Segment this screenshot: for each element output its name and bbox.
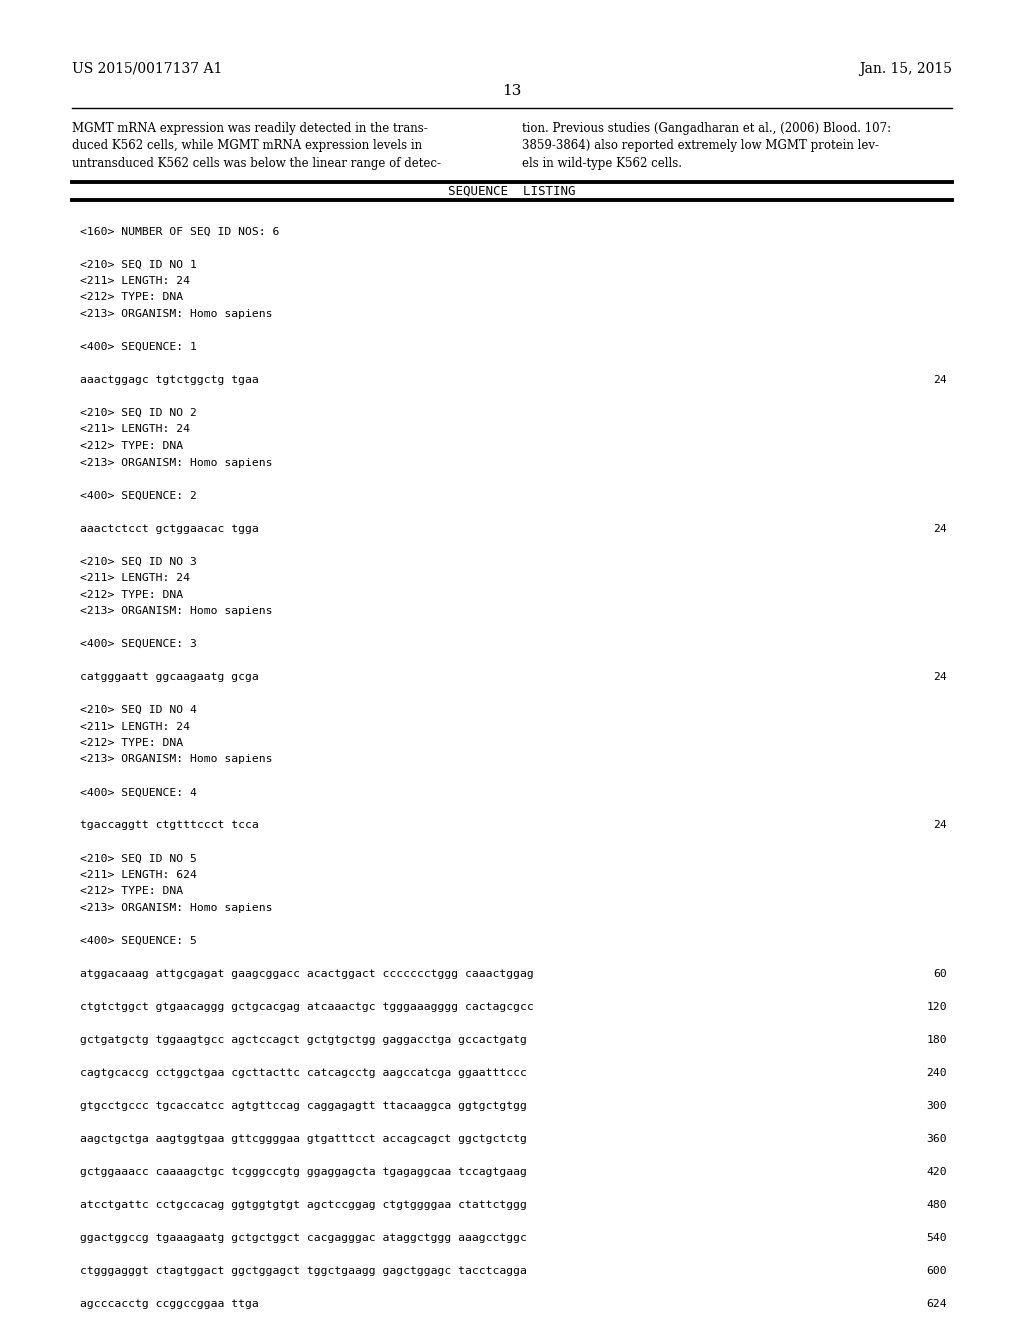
Text: tgaccaggtt ctgtttccct tcca: tgaccaggtt ctgtttccct tcca bbox=[80, 821, 259, 830]
Text: 3859-3864) also reported extremely low MGMT protein lev-: 3859-3864) also reported extremely low M… bbox=[522, 140, 879, 153]
Text: <212> TYPE: DNA: <212> TYPE: DNA bbox=[80, 293, 183, 302]
Text: duced K562 cells, while MGMT mRNA expression levels in: duced K562 cells, while MGMT mRNA expres… bbox=[72, 140, 422, 153]
Text: gctggaaacc caaaagctgc tcgggccgtg ggaggagcta tgagaggcaa tccagtgaag: gctggaaacc caaaagctgc tcgggccgtg ggaggag… bbox=[80, 1167, 527, 1177]
Text: <211> LENGTH: 24: <211> LENGTH: 24 bbox=[80, 425, 190, 434]
Text: <213> ORGANISM: Homo sapiens: <213> ORGANISM: Homo sapiens bbox=[80, 606, 272, 616]
Text: <400> SEQUENCE: 1: <400> SEQUENCE: 1 bbox=[80, 342, 197, 352]
Text: 180: 180 bbox=[927, 1035, 947, 1045]
Text: <210> SEQ ID NO 5: <210> SEQ ID NO 5 bbox=[80, 854, 197, 863]
Text: tion. Previous studies (Gangadharan et al., (2006) Blood. 107:: tion. Previous studies (Gangadharan et a… bbox=[522, 121, 891, 135]
Text: atcctgattc cctgccacag ggtggtgtgt agctccggag ctgtggggaa ctattctggg: atcctgattc cctgccacag ggtggtgtgt agctccg… bbox=[80, 1200, 527, 1210]
Text: 24: 24 bbox=[933, 524, 947, 533]
Text: catgggaatt ggcaagaatg gcga: catgggaatt ggcaagaatg gcga bbox=[80, 672, 259, 682]
Text: <400> SEQUENCE: 4: <400> SEQUENCE: 4 bbox=[80, 788, 197, 797]
Text: SEQUENCE  LISTING: SEQUENCE LISTING bbox=[449, 185, 575, 198]
Text: <211> LENGTH: 24: <211> LENGTH: 24 bbox=[80, 573, 190, 583]
Text: MGMT mRNA expression was readily detected in the trans-: MGMT mRNA expression was readily detecte… bbox=[72, 121, 428, 135]
Text: ctgtctggct gtgaacaggg gctgcacgag atcaaactgc tgggaaagggg cactagcgcc: ctgtctggct gtgaacaggg gctgcacgag atcaaac… bbox=[80, 1002, 534, 1012]
Text: <212> TYPE: DNA: <212> TYPE: DNA bbox=[80, 590, 183, 599]
Text: <210> SEQ ID NO 4: <210> SEQ ID NO 4 bbox=[80, 705, 197, 715]
Text: 480: 480 bbox=[927, 1200, 947, 1210]
Text: agcccacctg ccggccggaa ttga: agcccacctg ccggccggaa ttga bbox=[80, 1299, 259, 1309]
Text: ctgggagggt ctagtggact ggctggagct tggctgaagg gagctggagc tacctcagga: ctgggagggt ctagtggact ggctggagct tggctga… bbox=[80, 1266, 527, 1276]
Text: US 2015/0017137 A1: US 2015/0017137 A1 bbox=[72, 62, 222, 77]
Text: aaactctcct gctggaacac tgga: aaactctcct gctggaacac tgga bbox=[80, 524, 259, 533]
Text: <213> ORGANISM: Homo sapiens: <213> ORGANISM: Homo sapiens bbox=[80, 903, 272, 913]
Text: <213> ORGANISM: Homo sapiens: <213> ORGANISM: Homo sapiens bbox=[80, 309, 272, 319]
Text: 300: 300 bbox=[927, 1101, 947, 1111]
Text: aaactggagc tgtctggctg tgaa: aaactggagc tgtctggctg tgaa bbox=[80, 375, 259, 385]
Text: <210> SEQ ID NO 2: <210> SEQ ID NO 2 bbox=[80, 408, 197, 418]
Text: <211> LENGTH: 24: <211> LENGTH: 24 bbox=[80, 722, 190, 731]
Text: 120: 120 bbox=[927, 1002, 947, 1012]
Text: aagctgctga aagtggtgaa gttcggggaa gtgatttcct accagcagct ggctgctctg: aagctgctga aagtggtgaa gttcggggaa gtgattt… bbox=[80, 1134, 527, 1144]
Text: 24: 24 bbox=[933, 672, 947, 682]
Text: 240: 240 bbox=[927, 1068, 947, 1078]
Text: <400> SEQUENCE: 2: <400> SEQUENCE: 2 bbox=[80, 491, 197, 500]
Text: <210> SEQ ID NO 3: <210> SEQ ID NO 3 bbox=[80, 557, 197, 566]
Text: 13: 13 bbox=[503, 84, 521, 98]
Text: <400> SEQUENCE: 3: <400> SEQUENCE: 3 bbox=[80, 639, 197, 649]
Text: <213> ORGANISM: Homo sapiens: <213> ORGANISM: Homo sapiens bbox=[80, 458, 272, 467]
Text: 24: 24 bbox=[933, 375, 947, 385]
Text: <400> SEQUENCE: 5: <400> SEQUENCE: 5 bbox=[80, 936, 197, 946]
Text: els in wild-type K562 cells.: els in wild-type K562 cells. bbox=[522, 157, 682, 170]
Text: <212> TYPE: DNA: <212> TYPE: DNA bbox=[80, 738, 183, 748]
Text: <211> LENGTH: 624: <211> LENGTH: 624 bbox=[80, 870, 197, 880]
Text: <160> NUMBER OF SEQ ID NOS: 6: <160> NUMBER OF SEQ ID NOS: 6 bbox=[80, 227, 280, 236]
Text: <213> ORGANISM: Homo sapiens: <213> ORGANISM: Homo sapiens bbox=[80, 755, 272, 764]
Text: <212> TYPE: DNA: <212> TYPE: DNA bbox=[80, 887, 183, 896]
Text: <211> LENGTH: 24: <211> LENGTH: 24 bbox=[80, 276, 190, 286]
Text: gctgatgctg tggaagtgcc agctccagct gctgtgctgg gaggacctga gccactgatg: gctgatgctg tggaagtgcc agctccagct gctgtgc… bbox=[80, 1035, 527, 1045]
Text: 24: 24 bbox=[933, 821, 947, 830]
Text: <210> SEQ ID NO 1: <210> SEQ ID NO 1 bbox=[80, 260, 197, 269]
Text: 60: 60 bbox=[933, 969, 947, 979]
Text: 360: 360 bbox=[927, 1134, 947, 1144]
Text: untransduced K562 cells was below the linear range of detec-: untransduced K562 cells was below the li… bbox=[72, 157, 441, 170]
Text: <212> TYPE: DNA: <212> TYPE: DNA bbox=[80, 441, 183, 451]
Text: 624: 624 bbox=[927, 1299, 947, 1309]
Text: Jan. 15, 2015: Jan. 15, 2015 bbox=[859, 62, 952, 77]
Text: cagtgcaccg cctggctgaa cgcttacttc catcagcctg aagccatcga ggaatttccc: cagtgcaccg cctggctgaa cgcttacttc catcagc… bbox=[80, 1068, 527, 1078]
Text: 600: 600 bbox=[927, 1266, 947, 1276]
Text: 540: 540 bbox=[927, 1233, 947, 1243]
Text: ggactggccg tgaaagaatg gctgctggct cacgagggac ataggctggg aaagcctggc: ggactggccg tgaaagaatg gctgctggct cacgagg… bbox=[80, 1233, 527, 1243]
Text: 420: 420 bbox=[927, 1167, 947, 1177]
Text: gtgcctgccc tgcaccatcc agtgttccag caggagagtt ttacaaggca ggtgctgtgg: gtgcctgccc tgcaccatcc agtgttccag caggaga… bbox=[80, 1101, 527, 1111]
Text: atggacaaag attgcgagat gaagcggacc acactggact ccccccctggg caaactggag: atggacaaag attgcgagat gaagcggacc acactgg… bbox=[80, 969, 534, 979]
